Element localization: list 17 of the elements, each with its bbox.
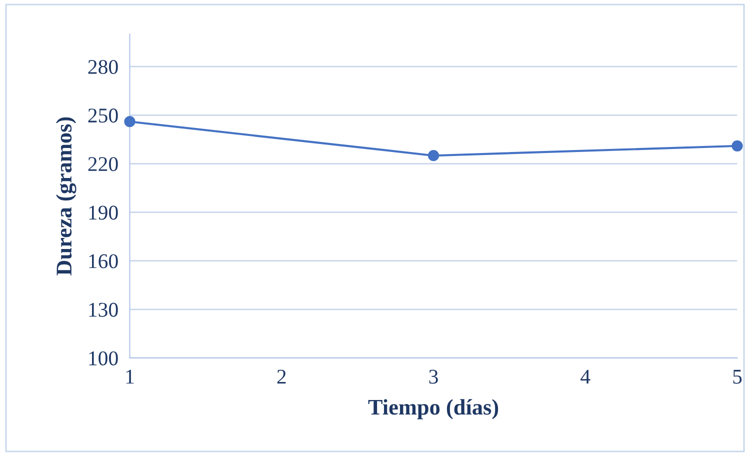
x-tick-label: 4 (580, 370, 590, 384)
point (428, 150, 440, 162)
x-axis-title: Tiempo (días) (368, 399, 498, 420)
x-tick-label: 5 (733, 370, 742, 384)
y-tick-label: 220 (88, 157, 118, 172)
point (732, 140, 743, 152)
x-tick-label: 2 (277, 370, 286, 384)
y-tick-label: 250 (88, 108, 118, 123)
y-tick-label: 130 (89, 302, 118, 317)
y-tick-label: 160 (89, 254, 118, 268)
y-tick-label: 190 (89, 206, 118, 220)
point (124, 116, 136, 128)
y-tick-label: 280 (88, 60, 118, 74)
y-tick-label: 100 (89, 351, 118, 366)
x-tick-label: 3 (429, 370, 438, 384)
x-tick-label: 1 (126, 370, 134, 384)
y-axis-title: Dureza (gramos) (56, 117, 76, 276)
